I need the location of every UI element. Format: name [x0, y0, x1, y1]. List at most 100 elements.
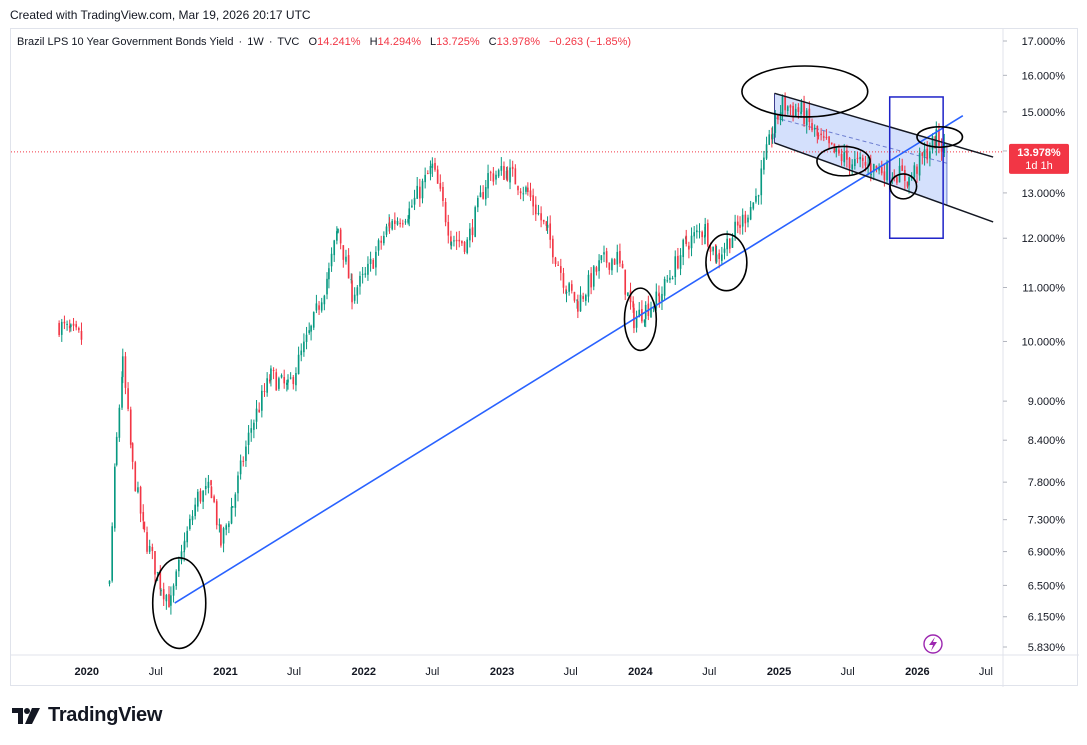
candle — [923, 142, 926, 166]
candle-body — [923, 149, 926, 157]
candle — [794, 103, 797, 117]
axis-layer: 17.000%16.000%15.000%14.000%13.000%12.00… — [11, 29, 1079, 687]
candle — [813, 124, 816, 137]
candle — [587, 270, 590, 303]
candle-body — [289, 377, 292, 379]
candle — [913, 162, 916, 182]
candle — [463, 240, 466, 255]
candle-body — [220, 524, 222, 546]
candle — [527, 182, 529, 196]
candle — [573, 291, 576, 303]
candle — [696, 224, 698, 239]
candle — [613, 258, 616, 265]
candle-body — [353, 294, 356, 301]
candle — [237, 471, 239, 502]
candle — [339, 227, 342, 250]
candle — [247, 425, 250, 455]
candle — [466, 237, 469, 255]
candle — [747, 214, 749, 228]
candle — [546, 216, 549, 234]
candle — [328, 262, 330, 289]
candle — [721, 246, 723, 265]
candle — [568, 281, 570, 296]
candle-body — [421, 180, 424, 199]
candle — [522, 186, 525, 202]
interval-label[interactable]: 1W — [247, 36, 264, 48]
candle — [906, 181, 909, 189]
candle-body — [696, 230, 698, 233]
candle — [685, 229, 688, 247]
candle — [70, 323, 72, 332]
candle-body — [202, 490, 204, 502]
candle-body — [582, 296, 584, 299]
candle — [704, 217, 706, 245]
candle — [938, 123, 940, 154]
candle-body — [245, 446, 247, 461]
candle — [492, 167, 495, 186]
symbol-name[interactable]: Brazil LPS 10 Year Government Bonds Yiel… — [17, 36, 234, 48]
candle-body — [755, 195, 757, 202]
lightning-icon[interactable] — [923, 634, 943, 654]
candle — [207, 474, 210, 494]
candle-body — [805, 110, 808, 126]
x-tick-label: 2022 — [352, 666, 376, 678]
candle-body — [943, 142, 946, 153]
candle — [258, 402, 261, 413]
chart-caption: Created with TradingView.com, Mar 19, 20… — [10, 8, 311, 22]
candle-body — [613, 259, 616, 265]
candle-body — [275, 372, 278, 391]
candle-body — [482, 192, 484, 199]
candle-body — [568, 283, 570, 292]
candle-body — [549, 223, 552, 240]
candle-body — [320, 302, 323, 311]
candle — [394, 212, 396, 230]
candle-body — [399, 222, 401, 224]
chart-legend[interactable]: Brazil LPS 10 Year Government Bonds Yiel… — [17, 36, 637, 48]
candle — [364, 266, 367, 278]
candle — [189, 514, 191, 531]
candle — [487, 164, 489, 198]
candle — [482, 185, 484, 200]
candle-body — [127, 388, 129, 409]
candle — [160, 588, 162, 596]
candle-body — [600, 255, 603, 261]
candle-body — [312, 312, 315, 328]
candle-body — [822, 136, 825, 138]
candle-body — [231, 506, 234, 508]
candle — [396, 217, 399, 226]
candle-body — [709, 246, 712, 252]
candle-body — [297, 354, 300, 375]
tradingview-brand[interactable]: TradingView — [12, 704, 162, 727]
candle — [570, 280, 573, 294]
candle-body — [487, 173, 489, 189]
candle — [391, 219, 394, 231]
candle-body — [118, 407, 121, 438]
candle — [579, 286, 582, 312]
candle-body — [671, 278, 674, 280]
candle-body — [728, 238, 731, 249]
candle — [194, 497, 196, 520]
candle — [644, 301, 647, 328]
candle — [124, 351, 127, 395]
candle — [822, 130, 825, 142]
candle-body — [851, 164, 854, 170]
candle-body — [707, 223, 709, 246]
candle — [565, 290, 568, 303]
chart-frame[interactable]: 17.000%16.000%15.000%14.000%13.000%12.00… — [10, 28, 1079, 687]
candle — [80, 322, 83, 345]
candle-body — [784, 96, 786, 111]
price-chart[interactable]: 17.000%16.000%15.000%14.000%13.000%12.00… — [11, 29, 1079, 687]
candle-body — [270, 368, 272, 381]
candle-body — [222, 528, 225, 544]
candle-body — [80, 330, 83, 340]
y-tick-label: 13.000% — [1022, 188, 1066, 200]
candle-body — [142, 512, 145, 521]
candle — [225, 523, 228, 536]
candle — [534, 196, 537, 221]
x-tick-label: Jul — [149, 666, 163, 678]
candle-body — [253, 422, 255, 430]
candle — [60, 318, 63, 342]
candle-body — [803, 102, 805, 125]
candle — [280, 373, 283, 379]
drawn-circle — [816, 145, 871, 177]
